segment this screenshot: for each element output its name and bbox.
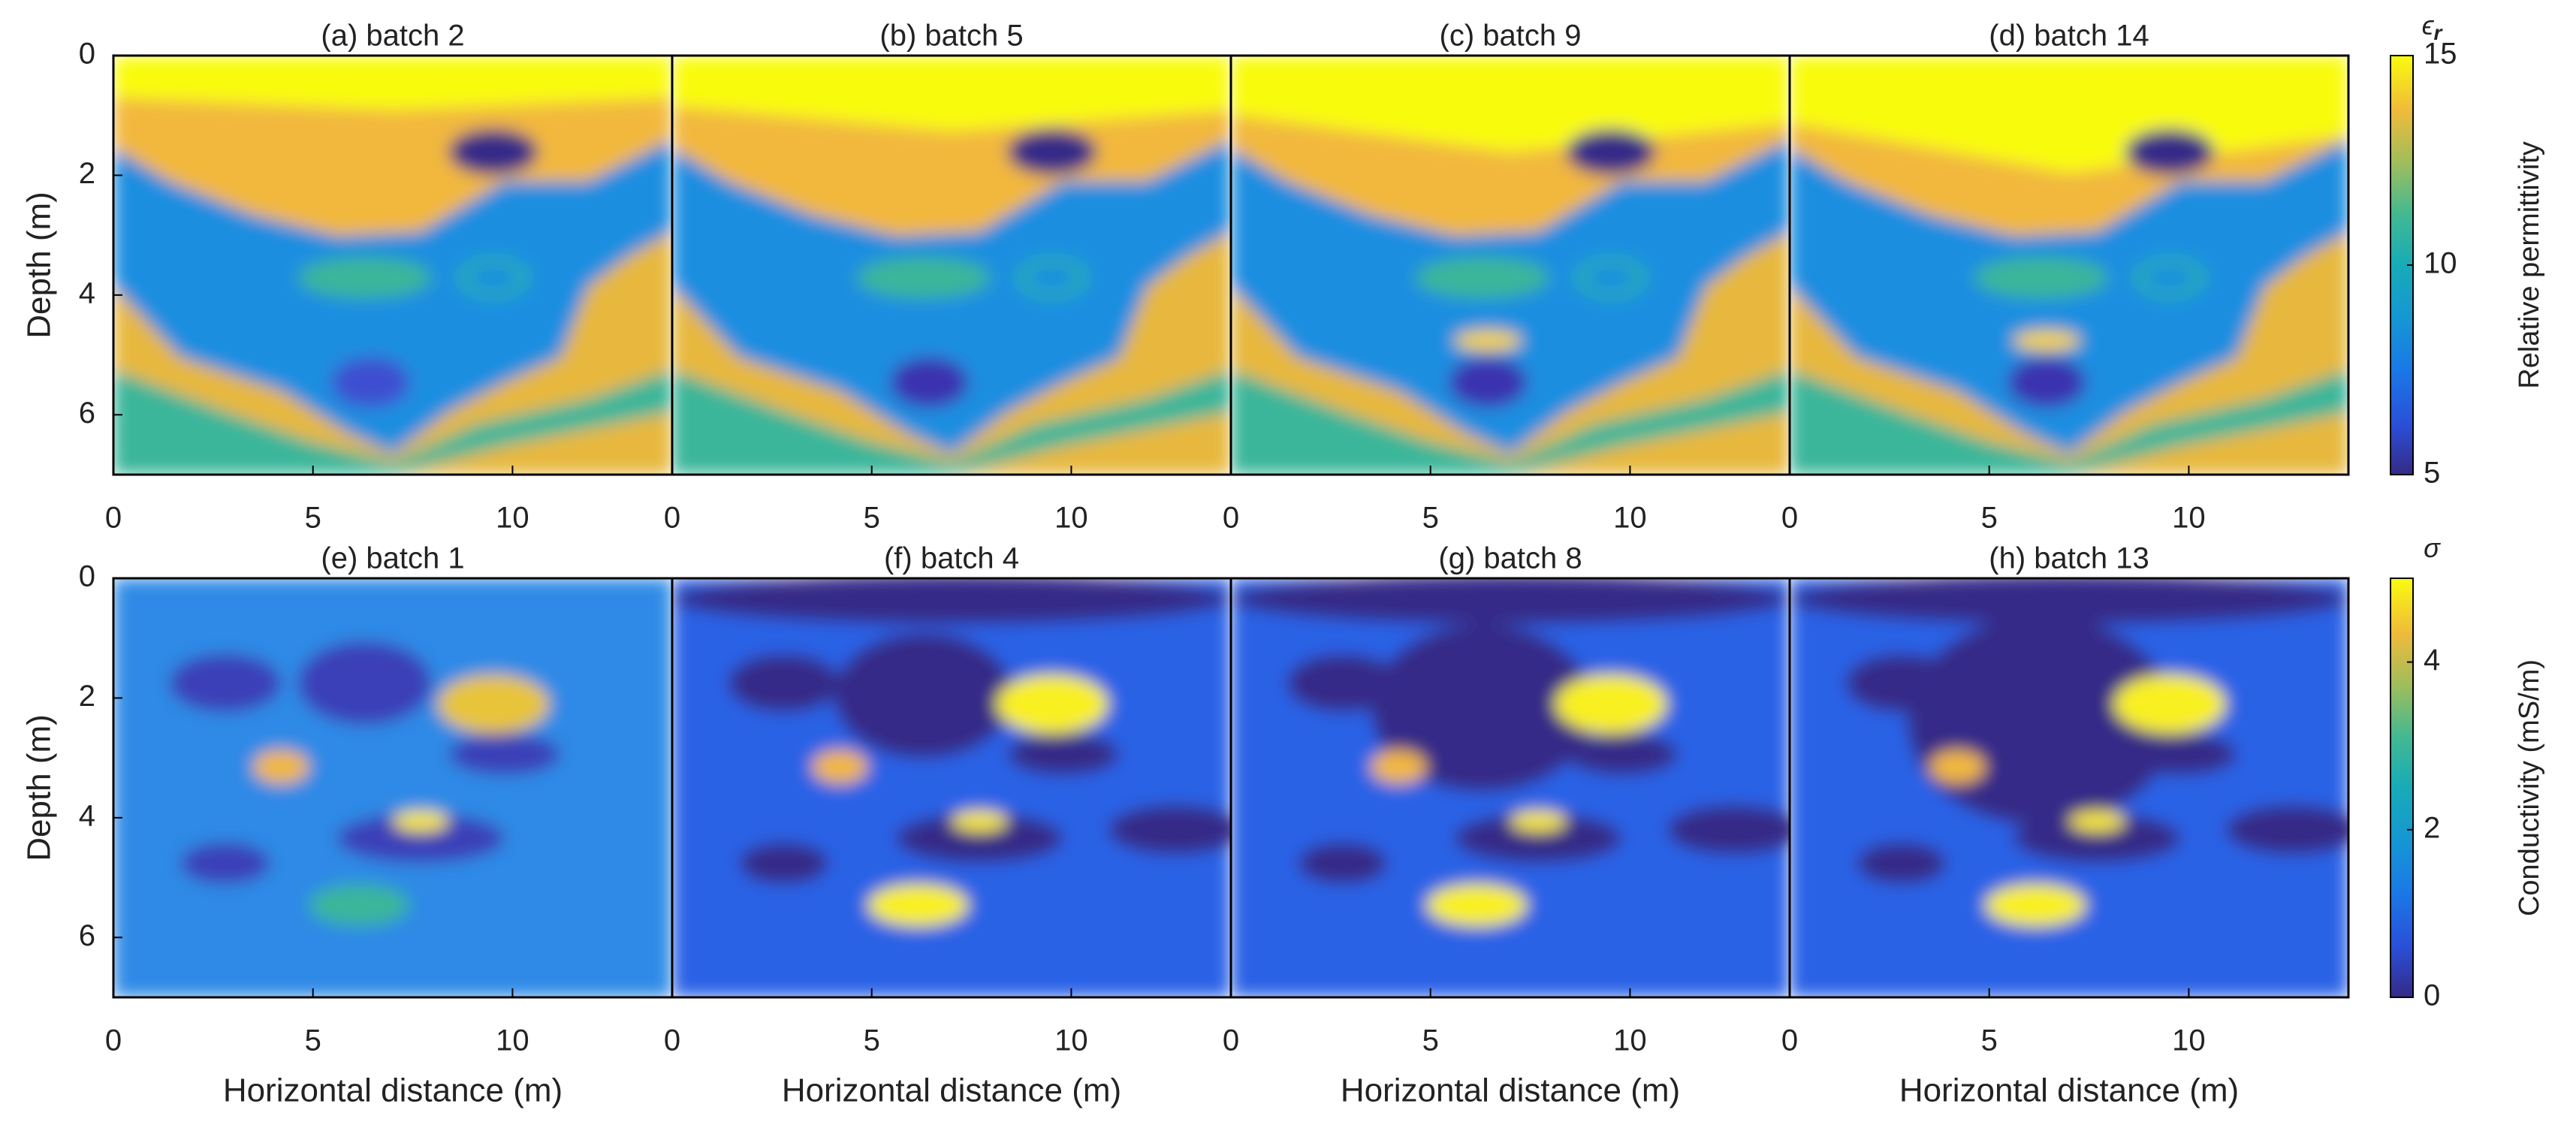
colorbar-tick-label: 0 bbox=[2424, 979, 2440, 1012]
colorbar-label: Relative permittivity bbox=[2514, 141, 2545, 388]
colorbar-tick-label: 2 bbox=[2424, 811, 2440, 844]
y-tick-label: 4 bbox=[79, 799, 95, 832]
x-axis-label: Horizontal distance (m) bbox=[223, 1072, 563, 1109]
x-tick-label: 5 bbox=[864, 502, 880, 535]
panel-title: (f) batch 4 bbox=[884, 542, 1019, 575]
heatmap bbox=[113, 56, 672, 475]
x-tick-label: 10 bbox=[2172, 1024, 2206, 1057]
panel-frame bbox=[1788, 577, 2350, 999]
heatmap bbox=[672, 56, 1231, 475]
heatmap bbox=[1231, 56, 1790, 475]
heatmap bbox=[1790, 578, 2348, 997]
heatmap bbox=[113, 578, 672, 997]
y-tick-label: 2 bbox=[79, 157, 95, 190]
x-tick-label: 0 bbox=[664, 1024, 680, 1057]
heatmap bbox=[1790, 56, 2348, 475]
panel-title: (h) batch 13 bbox=[1989, 542, 2149, 575]
x-tick-label: 10 bbox=[1613, 1024, 1647, 1057]
symbol: σ bbox=[2424, 532, 2441, 563]
panel-title: (b) batch 5 bbox=[879, 20, 1023, 53]
x-tick-label: 10 bbox=[496, 1024, 529, 1057]
panel-frame bbox=[1788, 54, 2350, 476]
x-tick-label: 5 bbox=[1422, 1024, 1439, 1057]
heatmap bbox=[1231, 578, 1790, 997]
colorbar bbox=[2390, 578, 2414, 998]
x-tick-label: 10 bbox=[1613, 502, 1647, 535]
y-tick-label: 4 bbox=[79, 276, 95, 309]
y-tick-label: 2 bbox=[79, 680, 95, 713]
x-axis-label: Horizontal distance (m) bbox=[782, 1072, 1121, 1109]
x-tick-label: 0 bbox=[1223, 502, 1239, 535]
colorbar-symbol: σ bbox=[2424, 532, 2441, 563]
symbol: ϵ bbox=[2422, 10, 2435, 41]
x-tick-label: 10 bbox=[1054, 502, 1088, 535]
y-axis-label: Depth (m) bbox=[21, 714, 58, 861]
y-tick-label: 0 bbox=[79, 38, 95, 71]
y-tick-label: 6 bbox=[79, 397, 95, 430]
colorbar-tick-label: 15 bbox=[2424, 38, 2457, 71]
x-tick-label: 5 bbox=[305, 1024, 321, 1057]
x-tick-label: 10 bbox=[1054, 1024, 1088, 1057]
x-axis-label: Horizontal distance (m) bbox=[1341, 1072, 1680, 1109]
y-axis-label: Depth (m) bbox=[21, 192, 58, 339]
x-tick-label: 0 bbox=[1781, 502, 1798, 535]
x-tick-label: 5 bbox=[1981, 1024, 1998, 1057]
panel-title: (g) batch 8 bbox=[1438, 542, 1582, 575]
x-tick-label: 5 bbox=[1981, 502, 1998, 535]
colorbar-tick-label: 10 bbox=[2424, 247, 2457, 280]
x-tick-label: 5 bbox=[864, 1024, 880, 1057]
heatmap bbox=[672, 578, 1231, 997]
x-tick-label: 5 bbox=[305, 502, 321, 535]
panel-title: (c) batch 9 bbox=[1440, 20, 1582, 53]
x-tick-label: 0 bbox=[105, 502, 122, 535]
colorbar-tick-label: 5 bbox=[2424, 457, 2440, 490]
symbol-subscript: r bbox=[2433, 21, 2443, 44]
colorbar-symbol: ϵr bbox=[2422, 10, 2444, 45]
x-axis-label: Horizontal distance (m) bbox=[1899, 1072, 2239, 1109]
x-tick-label: 0 bbox=[664, 502, 680, 535]
x-tick-label: 5 bbox=[1422, 502, 1439, 535]
panel-title: (d) batch 14 bbox=[1989, 20, 2149, 53]
x-tick-label: 10 bbox=[2172, 502, 2206, 535]
panel-title: (e) batch 1 bbox=[321, 542, 464, 575]
x-tick-label: 0 bbox=[105, 1024, 122, 1057]
colorbar-tick-label: 4 bbox=[2424, 644, 2440, 677]
x-tick-label: 0 bbox=[1781, 1024, 1798, 1057]
colorbar-label: Conductivity (mS/m) bbox=[2514, 659, 2545, 916]
x-tick-label: 10 bbox=[496, 502, 529, 535]
x-tick-label: 0 bbox=[1223, 1024, 1239, 1057]
y-tick-label: 0 bbox=[79, 560, 95, 593]
panel-title: (a) batch 2 bbox=[321, 20, 464, 53]
y-tick-label: 6 bbox=[79, 919, 95, 952]
